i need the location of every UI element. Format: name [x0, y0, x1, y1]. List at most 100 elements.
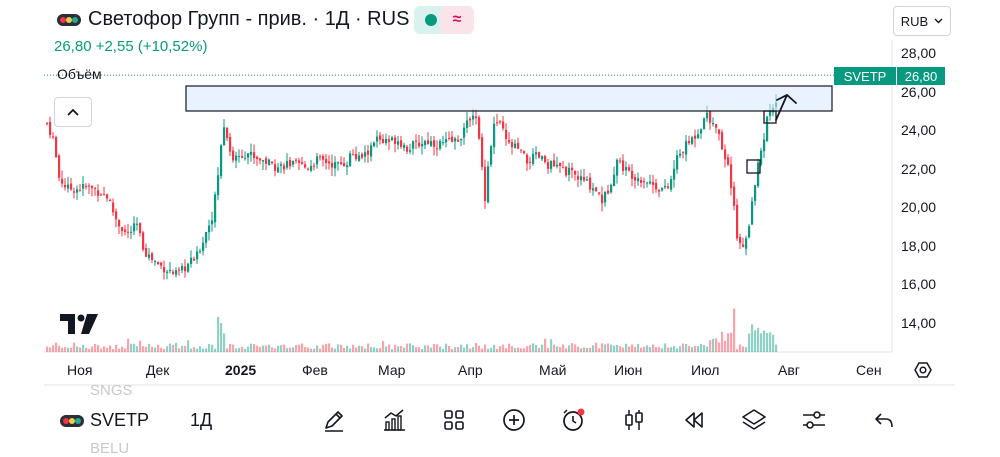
settings-button[interactable] — [798, 404, 830, 436]
volume-bar — [544, 338, 547, 352]
candle-body — [139, 222, 142, 234]
volume-bar — [319, 348, 322, 352]
replay-icon — [685, 412, 703, 428]
drawn-arrow[interactable] — [775, 93, 797, 121]
traffic-light-logo-icon — [60, 415, 84, 427]
time-tick-year: 2025 — [225, 362, 257, 378]
volume-bar — [670, 347, 673, 352]
candle-body — [679, 153, 682, 156]
candle-body — [217, 175, 220, 196]
drawn-square-marker[interactable] — [746, 159, 761, 174]
volume-bar — [586, 347, 589, 352]
candle-body — [625, 166, 628, 171]
volume-bar — [247, 346, 250, 352]
undo-button[interactable] — [868, 404, 900, 436]
volume-bar — [268, 344, 271, 352]
drawn-resistance-rectangle[interactable] — [185, 85, 833, 112]
volume-bar — [58, 345, 61, 352]
candle-body — [574, 171, 577, 175]
price-tick: 22,00 — [901, 161, 937, 177]
candle-body — [409, 150, 412, 152]
volume-bar — [199, 346, 202, 352]
volume-bar — [769, 332, 772, 352]
chart-settings-button[interactable] — [908, 357, 938, 383]
hexagon-settings-icon — [914, 362, 932, 378]
chart-type-button[interactable] — [618, 404, 650, 436]
candle-body — [193, 258, 196, 261]
candle-body — [394, 137, 397, 144]
candle-body — [349, 153, 352, 166]
volume-bar — [331, 347, 334, 352]
candle-body — [613, 174, 616, 187]
volume-bar — [298, 344, 301, 352]
volume-bar — [730, 332, 733, 352]
candle-body — [562, 167, 565, 169]
volume-bar — [493, 344, 496, 352]
candle-body — [169, 270, 172, 272]
candle-body — [298, 160, 301, 163]
time-tick: Авг — [778, 362, 800, 378]
volume-bar — [445, 343, 448, 352]
delayed-data-button[interactable]: ≈ — [440, 6, 474, 34]
candle-body — [466, 120, 469, 128]
collapse-legend-button[interactable] — [54, 97, 92, 127]
volume-bar — [697, 346, 700, 352]
volume-bar — [550, 339, 553, 352]
candle-body — [427, 140, 430, 144]
symbol-title[interactable]: Светофор Групп - прив. · 1Д · RUS — [88, 8, 410, 30]
layout-button[interactable] — [438, 404, 470, 436]
volume-bar — [508, 343, 511, 352]
drawing-tools-button[interactable] — [318, 404, 350, 436]
volume-bar — [607, 343, 610, 352]
candle-body — [565, 166, 568, 176]
candle-body — [502, 121, 505, 129]
candle-body — [448, 137, 451, 139]
candle-body — [622, 160, 625, 171]
last-price-tag: 26,80 — [897, 67, 945, 85]
candle-body — [655, 183, 658, 190]
candle-body — [643, 181, 646, 183]
volume-bar — [406, 343, 409, 352]
candle-body — [229, 136, 232, 152]
add-symbol-button[interactable] — [498, 404, 530, 436]
candle-body — [283, 165, 286, 170]
candle-body — [436, 148, 439, 150]
chevron-up-icon — [67, 108, 79, 116]
candle-body — [379, 135, 382, 140]
candle-body — [556, 164, 559, 167]
candle-body — [748, 226, 751, 238]
volume-bar — [220, 323, 223, 352]
volume-bar — [226, 348, 229, 352]
candle-body — [688, 140, 691, 144]
volume-bar — [727, 333, 730, 352]
volume-bar — [157, 344, 160, 352]
volume-bar — [97, 345, 100, 352]
candle-body — [673, 168, 676, 180]
candle-body — [304, 164, 307, 168]
volume-bar — [718, 342, 721, 352]
volume-bar — [361, 346, 364, 352]
object-tree-button[interactable] — [738, 404, 770, 436]
candle-body — [457, 139, 460, 142]
candle-body — [721, 132, 724, 150]
volume-bar — [613, 345, 616, 352]
symbol-selector[interactable]: SVETP — [90, 410, 150, 430]
candle-body — [289, 159, 292, 167]
candle-body — [595, 187, 598, 192]
alerts-button[interactable] — [558, 404, 590, 436]
candle-body — [376, 136, 379, 142]
volume-bar — [649, 347, 652, 352]
interval-selector[interactable]: 1Д — [190, 410, 213, 430]
price-tick: 28,00 — [901, 45, 937, 61]
candle-body — [553, 160, 556, 167]
candle-body — [526, 154, 529, 164]
replay-button[interactable] — [678, 404, 710, 436]
drawn-square-marker-2[interactable] — [763, 110, 777, 124]
indicators-button[interactable] — [378, 404, 410, 436]
price-change-readout: 26,80 +2,55 (+10,52%) — [54, 38, 208, 55]
currency-selector[interactable]: RUB — [893, 6, 951, 36]
candle-body — [163, 266, 166, 273]
volume-bar — [568, 345, 571, 352]
candle-body — [346, 165, 349, 168]
